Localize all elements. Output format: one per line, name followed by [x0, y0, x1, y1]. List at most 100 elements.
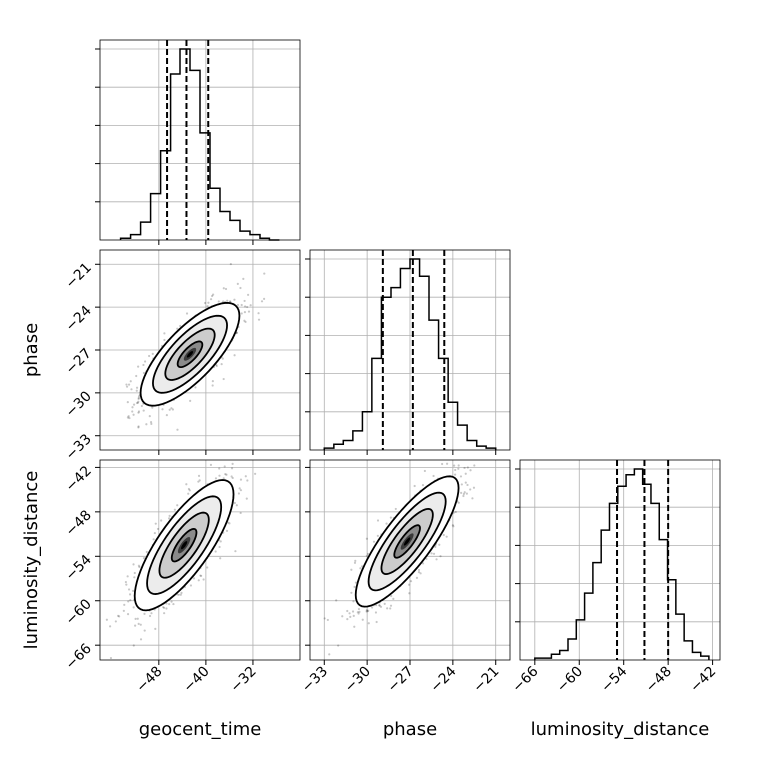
- sample-point: [349, 615, 352, 618]
- sample-point: [237, 492, 241, 495]
- sample-point: [460, 483, 463, 486]
- sample-point: [128, 416, 131, 420]
- sample-point: [453, 473, 457, 476]
- sample-point: [361, 618, 364, 621]
- sample-point: [176, 428, 179, 431]
- density-fill: [181, 541, 188, 550]
- sample-point: [464, 472, 467, 475]
- sample-point: [452, 525, 455, 528]
- sample-point: [352, 600, 355, 603]
- sample-point: [247, 310, 251, 313]
- sample-point: [440, 451, 442, 453]
- sample-point: [367, 609, 370, 612]
- sample-point: [170, 407, 173, 410]
- sample-point: [244, 475, 247, 478]
- sample-point: [219, 557, 222, 560]
- sample-point: [239, 286, 242, 290]
- sample-point: [430, 552, 433, 555]
- contour-line: [393, 524, 421, 559]
- sample-point: [131, 410, 134, 413]
- sample-point: [221, 357, 224, 360]
- sample-point: [148, 614, 152, 618]
- sample-point: [240, 303, 243, 307]
- x-tick-label: −33: [299, 664, 331, 696]
- contour-line: [354, 475, 460, 608]
- sample-point: [231, 462, 234, 465]
- contour-line: [146, 495, 223, 595]
- sample-point: [131, 406, 134, 409]
- sample-point: [354, 581, 358, 584]
- sample-point: [357, 607, 361, 611]
- sample-point: [466, 483, 469, 487]
- contour-line: [367, 491, 447, 592]
- sample-point: [341, 615, 344, 618]
- sample-point: [125, 583, 128, 586]
- sample-point: [171, 408, 175, 411]
- sample-point: [454, 468, 457, 472]
- sample-point: [484, 456, 486, 458]
- sample-point: [432, 552, 436, 555]
- sample-point: [152, 538, 155, 541]
- sample-point: [231, 476, 234, 480]
- sample-point: [165, 414, 168, 417]
- sample-point: [143, 360, 147, 363]
- x-tick-label: −54: [598, 663, 630, 695]
- sample-point: [197, 474, 201, 477]
- sample-point: [233, 354, 236, 357]
- sample-point: [408, 592, 411, 595]
- sample-point: [462, 494, 465, 498]
- sample-point: [351, 610, 355, 613]
- sample-point: [223, 465, 226, 468]
- sample-point: [218, 545, 221, 549]
- sample-point: [413, 484, 416, 488]
- sample-point: [150, 612, 153, 615]
- sample-point: [139, 623, 142, 626]
- sample-point: [423, 469, 426, 473]
- sample-point: [163, 338, 166, 342]
- sample-point: [137, 397, 140, 400]
- sample-point: [260, 300, 264, 303]
- sample-point: [137, 400, 140, 403]
- sample-point: [257, 312, 260, 315]
- sample-point: [137, 396, 140, 399]
- sample-point: [122, 609, 125, 612]
- sample-point: [163, 606, 166, 609]
- sample-point: [168, 408, 171, 411]
- panel-frames: [95, 39, 721, 665]
- histogram-geocent_time: [119, 48, 280, 241]
- sample-point: [243, 299, 246, 303]
- sample-point: [129, 380, 132, 383]
- sample-point: [179, 593, 182, 596]
- sample-point: [187, 487, 191, 491]
- sample-point: [353, 561, 357, 564]
- sample-point: [425, 557, 428, 560]
- sample-point: [465, 492, 468, 495]
- sample-point: [177, 593, 180, 596]
- sample-point: [367, 622, 370, 625]
- sample-point: [218, 474, 221, 477]
- sample-point: [454, 510, 457, 514]
- sample-point: [254, 472, 257, 475]
- sample-point: [218, 467, 221, 470]
- sample-point: [389, 607, 392, 610]
- sample-point: [135, 374, 138, 378]
- sample-point: [151, 454, 153, 456]
- sample-point: [257, 318, 261, 321]
- sample-point: [360, 565, 364, 568]
- sample-point: [163, 332, 166, 335]
- sample-point: [135, 386, 139, 389]
- sample-point: [239, 478, 243, 481]
- sample-point: [245, 497, 248, 500]
- sample-point: [419, 572, 422, 575]
- sample-point: [415, 576, 419, 579]
- sample-point: [140, 404, 143, 408]
- sample-point: [463, 491, 466, 494]
- sample-point: [215, 364, 218, 368]
- x-tick-label: −27: [385, 664, 417, 696]
- sample-point: [197, 480, 200, 483]
- sample-point: [114, 620, 117, 623]
- contour-line: [176, 340, 204, 369]
- sample-point: [134, 617, 137, 620]
- sample-point: [435, 558, 438, 561]
- sample-point: [142, 371, 146, 375]
